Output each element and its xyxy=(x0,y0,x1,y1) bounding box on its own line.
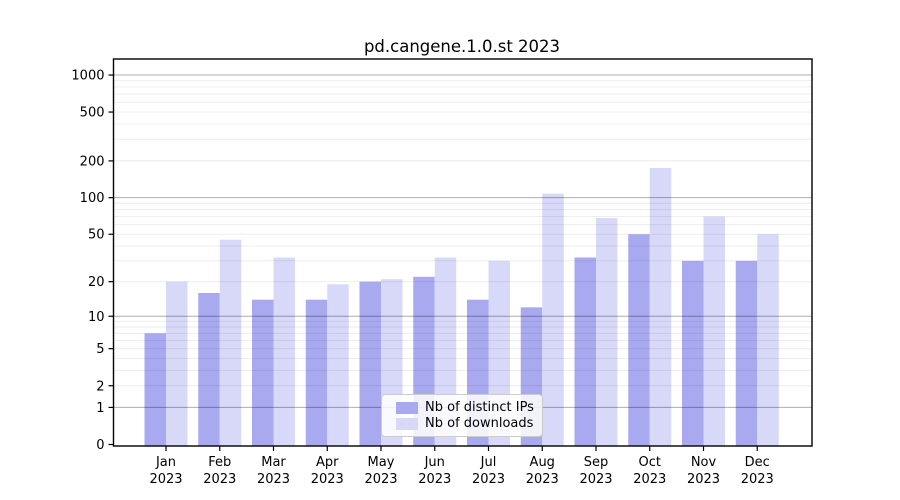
x-tick-label-year: 2023 xyxy=(311,472,344,487)
y-tick-label: 0 xyxy=(96,438,104,453)
bar-feb-downloads xyxy=(219,239,242,446)
bar-apr-downloads xyxy=(327,284,349,446)
legend-label-distinct-ips: Nb of distinct IPs xyxy=(425,400,534,415)
y-tick-label: 1 xyxy=(96,401,104,416)
x-tick-label-year: 2023 xyxy=(149,472,182,487)
bar-oct-distinct-ips xyxy=(628,234,650,446)
y-tick-label: 50 xyxy=(88,228,105,243)
x-tick-label-year: 2023 xyxy=(633,472,666,487)
bar-oct-downloads xyxy=(649,167,672,446)
bar-nov-downloads xyxy=(703,216,725,446)
gridlines xyxy=(113,74,812,408)
bar-sep-distinct-ips xyxy=(574,257,596,446)
legend-swatch-distinct-ips xyxy=(396,401,418,414)
x-tick-label-month: Nov xyxy=(691,455,717,470)
bar-jan-downloads xyxy=(166,281,188,446)
y-tick-label: 200 xyxy=(80,154,105,169)
x-tick-label-month: Dec xyxy=(745,455,770,470)
x-tick-label-month: Jul xyxy=(480,455,497,470)
y-tick-label: 10 xyxy=(88,310,105,325)
bar-nov-distinct-ips xyxy=(682,260,704,446)
legend: Nb of distinct IPs Nb of downloads xyxy=(381,394,543,437)
x-tick-label-year: 2023 xyxy=(364,472,397,487)
bar-mar-distinct-ips xyxy=(252,299,274,446)
legend-label-downloads: Nb of downloads xyxy=(425,416,534,431)
x-tick-label-month: May xyxy=(368,455,395,470)
x-tick-label-year: 2023 xyxy=(472,472,505,487)
bar-dec-distinct-ips xyxy=(735,260,758,446)
bar-dec-downloads xyxy=(757,234,779,446)
x-tick-label-year: 2023 xyxy=(687,472,720,487)
legend-item-distinct-ips: Nb of distinct IPs xyxy=(382,401,542,414)
y-axis: 0 1 2 5 10 20 50 100 200 500 1000 xyxy=(71,69,114,453)
y-tick-label: 500 xyxy=(80,106,105,121)
y-tick-label: 5 xyxy=(96,342,104,357)
bar-aug-downloads xyxy=(542,193,564,446)
bar-mar-downloads xyxy=(273,257,295,446)
x-tick-label-month: Mar xyxy=(261,455,286,470)
x-tick-label-month: Jun xyxy=(424,455,445,470)
bar-apr-distinct-ips xyxy=(305,299,328,446)
bar-jan-distinct-ips xyxy=(144,333,166,446)
y-tick-label: 2 xyxy=(96,379,104,394)
x-tick-label-year: 2023 xyxy=(203,472,236,487)
x-tick-label-year: 2023 xyxy=(579,472,612,487)
x-tick-label-month: Jan xyxy=(155,455,176,470)
x-axis: Jan 2023 Feb 2023 Mar 2023 Apr 2023 May 2023 Jun 20… xyxy=(149,446,774,487)
x-tick-label-month: Apr xyxy=(316,455,339,470)
x-tick-label-month: Oct xyxy=(639,455,661,470)
chart-title: pd.cangene.1.0.st 2023 xyxy=(364,37,560,56)
x-tick-label-year: 2023 xyxy=(418,472,451,487)
x-tick-label-month: Aug xyxy=(530,455,555,470)
x-tick-label-month: Sep xyxy=(584,455,609,470)
y-tick-label: 100 xyxy=(80,191,105,206)
bar-feb-distinct-ips xyxy=(198,292,220,446)
bar-sep-downloads xyxy=(596,218,618,446)
legend-swatch-downloads xyxy=(396,417,418,430)
y-tick-label: 1000 xyxy=(71,69,104,84)
plot-border xyxy=(112,58,813,447)
x-tick-label-year: 2023 xyxy=(741,472,774,487)
y-tick-label: 20 xyxy=(88,275,105,290)
x-tick-label-year: 2023 xyxy=(257,472,290,487)
legend-item-downloads: Nb of downloads xyxy=(382,417,542,430)
bar-may-distinct-ips xyxy=(359,281,381,446)
x-tick-label-month: Feb xyxy=(208,455,231,470)
x-tick-label-year: 2023 xyxy=(526,472,559,487)
